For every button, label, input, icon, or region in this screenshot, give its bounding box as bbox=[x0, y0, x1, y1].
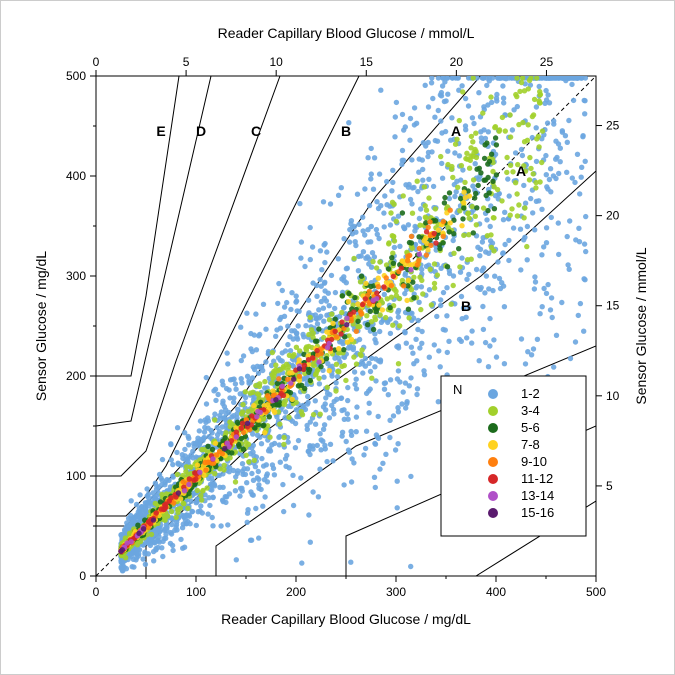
scatter-chart: 0100200300400500Reader Capillary Blood G… bbox=[1, 1, 674, 674]
y-left-tick: 0 bbox=[79, 569, 86, 583]
legend-marker bbox=[488, 457, 498, 467]
x-bottom-tick: 0 bbox=[93, 585, 100, 599]
legend: N 1-2 3-4 5-6 7-8 9-10 11-12 13-14 15-16 bbox=[441, 376, 586, 536]
legend-label: 15-16 bbox=[521, 505, 554, 520]
legend-label: 1-2 bbox=[521, 386, 540, 401]
region-label: A bbox=[516, 163, 526, 179]
legend-label: 9-10 bbox=[521, 454, 547, 469]
legend-label: 11-12 bbox=[521, 471, 553, 486]
x-top-tick: 20 bbox=[450, 55, 464, 69]
legend-label: 13-14 bbox=[521, 488, 554, 503]
x-top-tick: 15 bbox=[360, 55, 374, 69]
y-right-title: Sensor Glucose / mmol/L bbox=[633, 247, 649, 404]
legend-marker bbox=[488, 440, 498, 450]
region-label: E bbox=[156, 123, 165, 139]
y-left-tick: 100 bbox=[66, 469, 86, 483]
x-top-tick: 5 bbox=[183, 55, 190, 69]
y-right-tick: 10 bbox=[606, 389, 620, 403]
x-bottom-title: Reader Capillary Blood Glucose / mg/dL bbox=[221, 611, 471, 627]
y-left-title: Sensor Glucose / mg/dL bbox=[33, 251, 49, 401]
x-bottom-tick: 500 bbox=[586, 585, 606, 599]
legend-label: 7-8 bbox=[521, 437, 540, 452]
legend-marker bbox=[488, 406, 498, 416]
y-left-tick: 200 bbox=[66, 369, 86, 383]
x-bottom-tick: 400 bbox=[486, 585, 506, 599]
region-label: C bbox=[251, 123, 261, 139]
legend-marker bbox=[488, 474, 498, 484]
x-top-tick: 25 bbox=[540, 55, 554, 69]
y-left-tick: 500 bbox=[66, 69, 86, 83]
x-top-title: Reader Capillary Blood Glucose / mmol/L bbox=[218, 25, 475, 41]
x-bottom-tick: 100 bbox=[186, 585, 206, 599]
legend-label: 5-6 bbox=[521, 420, 540, 435]
x-top-tick: 0 bbox=[93, 55, 100, 69]
y-right-tick: 20 bbox=[606, 209, 620, 223]
legend-marker bbox=[488, 389, 498, 399]
region-label: B bbox=[461, 298, 471, 314]
y-right-tick: 25 bbox=[606, 119, 620, 133]
region-label: A bbox=[451, 123, 461, 139]
y-right-tick: 15 bbox=[606, 299, 620, 313]
y-left-tick: 300 bbox=[66, 269, 86, 283]
legend-label: 3-4 bbox=[521, 403, 540, 418]
legend-marker bbox=[488, 423, 498, 433]
x-bottom-tick: 200 bbox=[286, 585, 306, 599]
region-label: B bbox=[341, 123, 351, 139]
x-bottom-tick: 300 bbox=[386, 585, 406, 599]
y-right-tick: 5 bbox=[606, 479, 613, 493]
legend-title: N bbox=[453, 382, 462, 397]
chart-frame: 0100200300400500Reader Capillary Blood G… bbox=[0, 0, 675, 675]
region-label: D bbox=[196, 123, 206, 139]
legend-marker bbox=[488, 508, 498, 518]
x-top-tick: 10 bbox=[270, 55, 284, 69]
y-left-tick: 400 bbox=[66, 169, 86, 183]
legend-marker bbox=[488, 491, 498, 501]
